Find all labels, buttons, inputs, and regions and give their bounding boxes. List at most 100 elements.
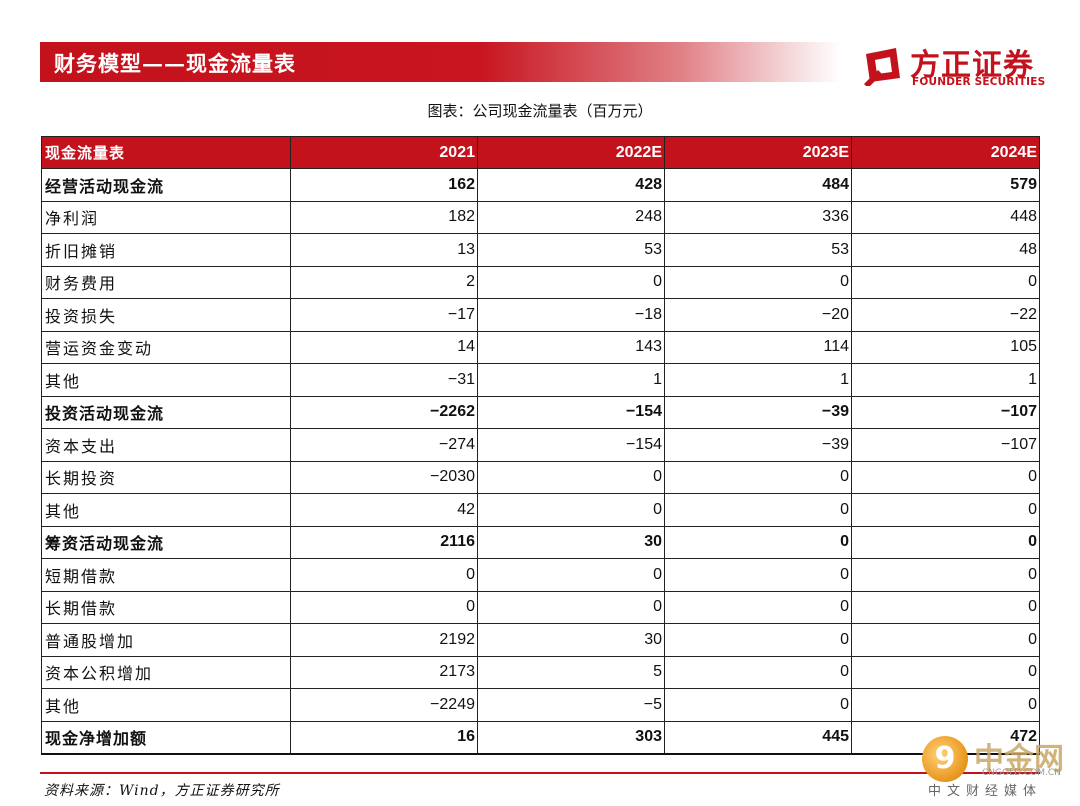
- value-cell: −154: [477, 428, 665, 462]
- value-cell: 1: [477, 363, 665, 397]
- value-cell: −2030: [290, 460, 478, 494]
- value-cell: 16: [290, 720, 478, 755]
- header-year-cell: 2023E: [664, 136, 852, 169]
- footer-divider: [40, 772, 1040, 774]
- value-cell: 0: [290, 558, 478, 592]
- value-cell: 0: [664, 590, 852, 624]
- table-row: 其他 −31 1 1 1: [41, 363, 1040, 397]
- table-row: 长期借款 0 0 0 0: [41, 590, 1040, 624]
- value-cell: −31: [290, 363, 478, 397]
- value-cell: 0: [851, 688, 1040, 722]
- brand-name-cn: 方正证券: [910, 48, 1034, 83]
- row-label: 资本公积增加: [41, 655, 291, 689]
- header-year-cell: 2021: [290, 136, 478, 169]
- table-row: 短期借款 0 0 0 0: [41, 558, 1040, 592]
- value-cell: −154: [477, 395, 665, 429]
- header-year-cell: 2022E: [477, 136, 665, 169]
- value-cell: −39: [664, 395, 852, 429]
- value-cell: 1: [851, 363, 1040, 397]
- value-cell: 0: [477, 558, 665, 592]
- table-row: 财务费用 2 0 0 0: [41, 265, 1040, 299]
- row-label: 现金净增加额: [41, 720, 291, 755]
- table-header-row: 现金流量表 2021 2022E 2023E 2024E: [41, 136, 1040, 169]
- table-row: 长期投资 −2030 0 0 0: [41, 460, 1040, 494]
- value-cell: −2249: [290, 688, 478, 722]
- table-row: 经营活动现金流 162 428 484 579: [41, 168, 1040, 202]
- cngold-logo-icon: 9: [922, 736, 968, 782]
- row-label: 短期借款: [41, 558, 291, 592]
- value-cell: 0: [477, 493, 665, 527]
- value-cell: 303: [477, 720, 665, 755]
- value-cell: −107: [851, 395, 1040, 429]
- row-label: 普通股增加: [41, 623, 291, 657]
- value-cell: −274: [290, 428, 478, 462]
- cngold-watermark: 9 中金网 CNGOLD.COM.CN 中文财经媒体: [922, 736, 1072, 800]
- value-cell: 448: [851, 200, 1040, 234]
- value-cell: 0: [664, 558, 852, 592]
- row-label: 其他: [41, 363, 291, 397]
- value-cell: 0: [851, 525, 1040, 559]
- value-cell: 53: [477, 233, 665, 267]
- watermark-subtitle: 中文财经媒体: [928, 784, 1043, 799]
- value-cell: 53: [664, 233, 852, 267]
- row-label: 营运资金变动: [41, 330, 291, 364]
- row-label: 长期投资: [41, 460, 291, 494]
- table-row: 其他 −2249 −5 0 0: [41, 688, 1040, 722]
- table-row: 资本支出 −274 −154 −39 −107: [41, 428, 1040, 462]
- row-label: 长期借款: [41, 590, 291, 624]
- row-label: 资本支出: [41, 428, 291, 462]
- value-cell: −5: [477, 688, 665, 722]
- value-cell: −107: [851, 428, 1040, 462]
- value-cell: 0: [664, 460, 852, 494]
- value-cell: 2173: [290, 655, 478, 689]
- source-note: 资料来源：Wind，方正证券研究所: [44, 783, 280, 799]
- watermark-url: CNGOLD.COM.CN: [982, 768, 1061, 778]
- value-cell: −2262: [290, 395, 478, 429]
- value-cell: 0: [664, 525, 852, 559]
- brand-name-en: FOUNDER SECURITIES: [912, 76, 1046, 88]
- value-cell: 445: [664, 720, 852, 755]
- row-label: 筹资活动现金流: [41, 525, 291, 559]
- value-cell: 143: [477, 330, 665, 364]
- row-label: 经营活动现金流: [41, 168, 291, 202]
- value-cell: 0: [851, 655, 1040, 689]
- value-cell: 0: [477, 460, 665, 494]
- value-cell: 0: [851, 590, 1040, 624]
- value-cell: 336: [664, 200, 852, 234]
- value-cell: 0: [851, 493, 1040, 527]
- table-row: 折旧摊销 13 53 53 48: [41, 233, 1040, 267]
- founder-logo-icon: [864, 48, 900, 86]
- value-cell: 428: [477, 168, 665, 202]
- value-cell: 14: [290, 330, 478, 364]
- value-cell: 484: [664, 168, 852, 202]
- table-row: 现金净增加额 16 303 445 472: [41, 720, 1040, 755]
- value-cell: 0: [664, 655, 852, 689]
- value-cell: 42: [290, 493, 478, 527]
- row-label: 财务费用: [41, 265, 291, 299]
- table-row: 净利润 182 248 336 448: [41, 200, 1040, 234]
- watermark-name: 中金网: [974, 742, 1064, 777]
- value-cell: 0: [477, 590, 665, 624]
- page-title: 财务模型——现金流量表: [54, 51, 296, 76]
- value-cell: 0: [851, 265, 1040, 299]
- value-cell: 182: [290, 200, 478, 234]
- value-cell: 5: [477, 655, 665, 689]
- row-label: 其他: [41, 493, 291, 527]
- table-row: 筹资活动现金流 2116 30 0 0: [41, 525, 1040, 559]
- value-cell: 2: [290, 265, 478, 299]
- value-cell: 579: [851, 168, 1040, 202]
- row-label: 其他: [41, 688, 291, 722]
- title-banner: 财务模型——现金流量表: [40, 42, 840, 82]
- table-row: 投资损失 −17 −18 −20 −22: [41, 298, 1040, 332]
- value-cell: 0: [851, 623, 1040, 657]
- value-cell: −39: [664, 428, 852, 462]
- value-cell: 30: [477, 623, 665, 657]
- table-row: 投资活动现金流 −2262 −154 −39 −107: [41, 395, 1040, 429]
- value-cell: −18: [477, 298, 665, 332]
- value-cell: 162: [290, 168, 478, 202]
- table-row: 普通股增加 2192 30 0 0: [41, 623, 1040, 657]
- value-cell: 0: [664, 688, 852, 722]
- value-cell: −17: [290, 298, 478, 332]
- row-label: 净利润: [41, 200, 291, 234]
- value-cell: 105: [851, 330, 1040, 364]
